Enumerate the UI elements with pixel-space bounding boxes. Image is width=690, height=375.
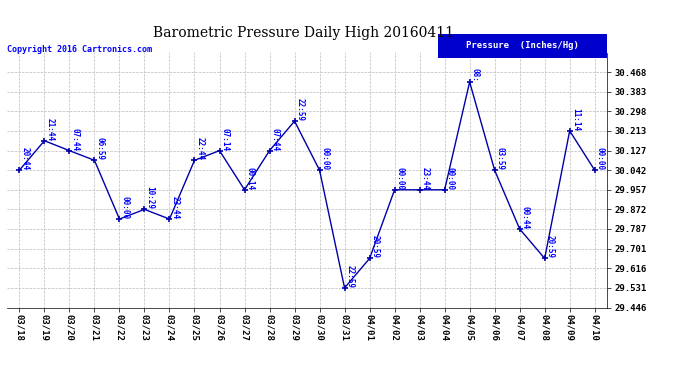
Text: 07:44: 07:44 [70,128,79,151]
Text: 20:59: 20:59 [371,235,380,258]
Text: 00:00: 00:00 [446,166,455,190]
Text: 06:59: 06:59 [96,137,105,160]
Text: 00:44: 00:44 [521,206,530,229]
Text: Pressure  (Inches/Hg): Pressure (Inches/Hg) [466,42,579,51]
Text: 23:44: 23:44 [421,166,430,190]
Text: 23:44: 23:44 [170,196,179,219]
Text: Barometric Pressure Daily High 20160411: Barometric Pressure Daily High 20160411 [153,26,454,40]
Text: 00:00: 00:00 [321,147,330,170]
Text: 00:00: 00:00 [596,147,605,170]
Text: 10:29: 10:29 [146,186,155,209]
Text: 07:44: 07:44 [270,128,279,151]
Text: 21:44: 21:44 [46,118,55,141]
Text: 11:14: 11:14 [571,108,580,131]
Text: 22:44: 22:44 [196,137,205,160]
Text: 08:: 08: [471,68,480,82]
Text: 20:59: 20:59 [546,235,555,258]
Text: 07:14: 07:14 [221,128,230,151]
Text: 03:59: 03:59 [496,147,505,170]
Text: 22:59: 22:59 [296,98,305,121]
Text: 00:00: 00:00 [121,196,130,219]
Text: 22:59: 22:59 [346,265,355,288]
Text: 00:14: 00:14 [246,166,255,190]
Text: Copyright 2016 Cartronics.com: Copyright 2016 Cartronics.com [7,45,152,54]
Text: 00:00: 00:00 [396,166,405,190]
Text: 20:44: 20:44 [21,147,30,170]
